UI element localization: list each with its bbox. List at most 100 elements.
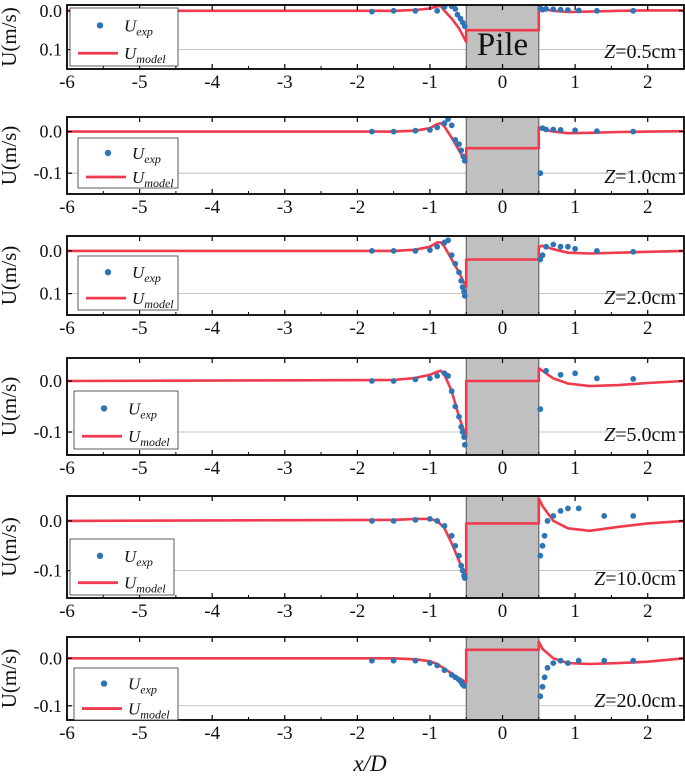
legend-box (77, 255, 179, 311)
x-tick-label: 2 (643, 723, 653, 744)
legend-box (77, 137, 179, 189)
legend-box (73, 390, 179, 450)
exp-point (461, 683, 467, 689)
exp-point (461, 575, 468, 581)
x-tick-label: -3 (277, 601, 293, 622)
exp-point (544, 664, 551, 671)
exp-point (537, 552, 544, 559)
chart-panel-6: -6 -5 -4 -3 -2 -1 0 1 2 0.0 -0.1 U(m/s) Uexp Umodel Z=… (0, 636, 685, 744)
x-tick-label: -6 (59, 197, 75, 218)
y-tick-label: 0.1 (40, 40, 63, 60)
exp-point (412, 376, 419, 383)
plot-frame (66, 495, 685, 599)
x-tick-label: -1 (422, 197, 438, 218)
panel-label: Z=0.5cm (604, 41, 676, 63)
exp-point (550, 513, 557, 519)
chart-panel-3: -6 -5 -4 -3 -2 -1 0 1 2 0.0 0.1 U(m/s) Uexp Umodel Z=2… (0, 235, 685, 339)
x-tick-label: 2 (643, 72, 653, 93)
x-tick-label: -2 (349, 72, 365, 93)
x-tick-label: 1 (570, 318, 580, 339)
plot-frame (66, 4, 685, 70)
y-tick-label: 0.0 (40, 371, 63, 391)
exp-point (565, 7, 571, 13)
x-tick-label: 1 (570, 72, 580, 93)
exp-point (390, 7, 397, 14)
exp-point (572, 127, 578, 134)
exp-point (434, 518, 441, 524)
exp-point (458, 147, 465, 154)
x-tick-label: 0 (498, 458, 508, 479)
x-tick-label: -1 (422, 723, 438, 744)
exp-point (441, 5, 448, 10)
legend-exp-marker (104, 269, 112, 276)
exp-point (369, 248, 375, 254)
x-tick-label: -1 (422, 601, 438, 622)
exp-point (441, 667, 448, 674)
panel-label: Z=20.0cm (594, 690, 676, 712)
panel-label: Z=5.0cm (604, 424, 676, 446)
exp-point (541, 674, 548, 681)
y-tick-label: 0.0 (40, 122, 63, 142)
x-tick-label: -6 (59, 458, 75, 479)
plot-frame (66, 636, 685, 721)
exp-point (390, 248, 397, 254)
exp-point (630, 7, 637, 14)
exp-point (550, 241, 557, 248)
exp-point (390, 657, 397, 664)
x-tick-label: 1 (570, 601, 580, 622)
exp-point (456, 552, 462, 559)
exp-point (412, 127, 419, 134)
exp-point (412, 248, 419, 254)
x-tick-label: -2 (349, 458, 365, 479)
legend-exp-label: Uexp (128, 675, 157, 697)
exp-point (369, 8, 375, 15)
exp-point (557, 508, 564, 514)
exp-point (448, 122, 455, 129)
x-tick-label: -5 (132, 72, 148, 93)
x-tick-label: -3 (277, 197, 293, 218)
exp-point (445, 373, 451, 379)
exp-point (369, 128, 375, 135)
model-line (67, 5, 684, 44)
x-tick-label: -6 (59, 318, 75, 339)
x-tick-label: -5 (132, 458, 148, 479)
panel-label: Z=1.0cm (604, 166, 676, 188)
exp-point (434, 662, 441, 669)
x-tick-label: 1 (570, 458, 580, 479)
exp-point (572, 370, 578, 377)
exp-point (565, 243, 571, 250)
x-tick-label: -4 (204, 318, 220, 339)
exp-point (601, 513, 608, 519)
exp-point (575, 7, 582, 14)
pile-label: Pile (477, 27, 528, 63)
legend-exp-marker (100, 405, 108, 412)
pile-rect (465, 235, 540, 316)
chart-panel-4: -6 -5 -4 -3 -2 -1 0 1 2 0.0 -0.1 U(m/s) Uexp Umodel Z=… (0, 357, 685, 479)
exp-point (543, 126, 549, 133)
legend-model-label: Umodel (128, 427, 170, 449)
x-tick-label: 2 (643, 458, 653, 479)
exp-point (557, 243, 564, 250)
exp-point (543, 5, 549, 12)
legend-exp-label: Uexp (132, 144, 161, 166)
legend-box (69, 7, 179, 67)
x-tick-label: -1 (422, 458, 438, 479)
exp-point (575, 657, 582, 664)
y-tick-label: -0.1 (34, 561, 63, 581)
x-tick-label: -5 (132, 197, 148, 218)
x-tick-label: 2 (643, 601, 653, 622)
exp-point (452, 137, 459, 143)
y-tick-label: 0.0 (40, 241, 63, 261)
exp-point (459, 567, 466, 574)
exp-point (594, 248, 600, 254)
y-tick-label: 0.1 (40, 284, 63, 304)
chart-panel-5: -6 -5 -4 -3 -2 -1 0 1 2 0.0 -0.1 U(m/s) Uexp Umodel Z=… (0, 495, 685, 622)
x-tick-label: -3 (277, 723, 293, 744)
legend-model-label: Umodel (124, 44, 166, 66)
legend-model-label: Umodel (128, 700, 170, 722)
x-tick-label: -4 (204, 197, 220, 218)
x-tick-label: -3 (277, 458, 293, 479)
exp-point (630, 128, 637, 135)
